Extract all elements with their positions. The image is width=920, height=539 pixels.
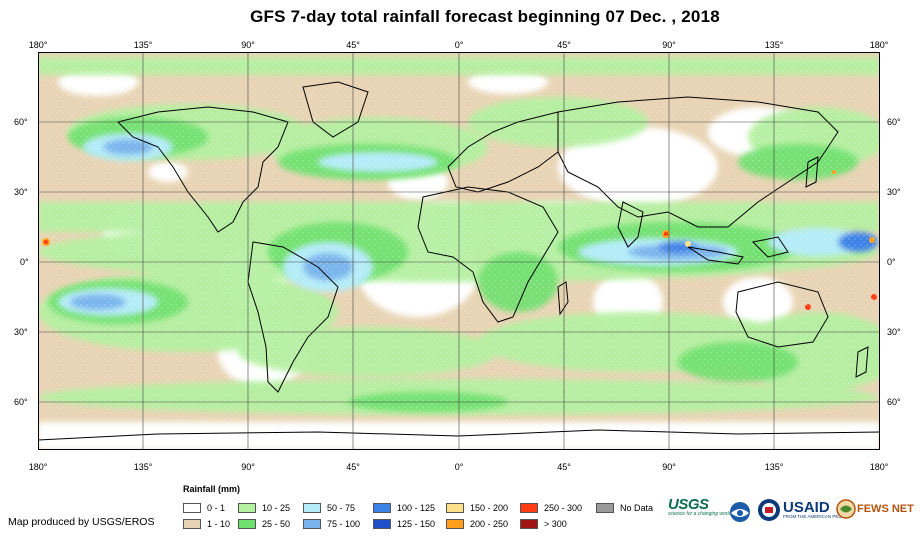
- lon-label-bottom: 90°: [662, 462, 676, 472]
- lon-label-top: 180°: [869, 40, 889, 50]
- usgs-logo: USGS science for a changing world: [668, 497, 731, 517]
- legend-item: 75 - 100: [303, 518, 360, 529]
- legend-label: 125 - 150: [397, 518, 436, 529]
- usgs-tagline: science for a changing world: [668, 511, 732, 517]
- legend-item: 150 - 200: [446, 502, 508, 513]
- legend-swatch: [303, 518, 321, 529]
- legend-item: 250 - 300: [520, 502, 582, 513]
- usaid-seal-icon: [758, 499, 780, 521]
- fews-globe-icon: [836, 499, 856, 519]
- legend-label: 250 - 300: [544, 502, 583, 513]
- legend-item: 0 - 1: [183, 502, 225, 513]
- fews-net-logo: FEWS NET: [836, 499, 914, 519]
- legend-swatch: [446, 502, 464, 513]
- lat-label-left: 0°: [20, 257, 29, 267]
- lon-label-bottom: 180°: [869, 462, 889, 472]
- legend-label: No Data: [620, 502, 654, 513]
- lat-label-left: 60°: [14, 397, 28, 407]
- noaa-icon: [730, 502, 750, 522]
- legend-swatch: [520, 518, 538, 529]
- lon-label-bottom: 135°: [133, 462, 153, 472]
- lon-label-top: 0°: [454, 40, 464, 50]
- continent-outlines: [38, 81, 880, 441]
- lon-label-top: 45°: [557, 40, 571, 50]
- lon-label-bottom: 135°: [764, 462, 784, 472]
- legend-label: 150 - 200: [470, 502, 509, 513]
- legend-item: 125 - 150: [373, 518, 435, 529]
- lat-label-right: 0°: [887, 257, 896, 267]
- lon-label-top: 45°: [346, 40, 360, 50]
- lat-label-left: 30°: [14, 187, 28, 197]
- legend-label: 10 - 25: [262, 502, 291, 513]
- lat-label-right: 60°: [887, 117, 901, 127]
- lon-label-top: 135°: [133, 40, 153, 50]
- lat-label-right: 30°: [887, 187, 901, 197]
- legend-label: 1 - 10: [207, 518, 231, 529]
- map-title: GFS 7-day total rainfall forecast beginn…: [250, 7, 720, 26]
- legend-item: > 300: [520, 518, 567, 529]
- legend-swatch: [183, 502, 201, 513]
- legend-item: 10 - 25: [238, 502, 290, 513]
- graticule: [38, 52, 880, 450]
- lat-label-left: 60°: [14, 117, 28, 127]
- legend-label: 75 - 100: [327, 518, 361, 529]
- lon-label-bottom: 0°: [454, 462, 464, 472]
- legend-label: 0 - 1: [207, 502, 226, 513]
- legend-label: > 300: [544, 518, 567, 529]
- noaa-logo: [729, 501, 751, 523]
- legend-label: 25 - 50: [262, 518, 291, 529]
- lon-label-top: 90°: [662, 40, 676, 50]
- lat-label-left: 30°: [14, 327, 28, 337]
- usaid-logo: USAID FROM THE AMERICAN PEOPLE: [757, 498, 850, 522]
- legend-swatch: [596, 502, 614, 513]
- legend-swatch: [183, 518, 201, 529]
- legend-item: 100 - 125: [373, 502, 435, 513]
- legend-swatch: [373, 518, 391, 529]
- legend-item: 50 - 75: [303, 502, 355, 513]
- map-credit: Map produced by USGS/EROS: [8, 516, 155, 528]
- lon-label-top: 135°: [764, 40, 784, 50]
- legend-item: 200 - 250: [446, 518, 508, 529]
- legend-item: 25 - 50: [238, 518, 290, 529]
- lon-label-bottom: 180°: [28, 462, 48, 472]
- legend-swatch: [446, 518, 464, 529]
- lon-label-top: 90°: [241, 40, 255, 50]
- legend-swatch: [373, 502, 391, 513]
- rainfall-map: [38, 52, 880, 450]
- lon-label-bottom: 45°: [346, 462, 360, 472]
- legend-label: 200 - 250: [470, 518, 509, 529]
- legend-item: 1 - 10: [183, 518, 230, 529]
- lon-label-bottom: 45°: [557, 462, 571, 472]
- usaid-wordmark: USAID: [783, 499, 830, 517]
- usgs-wordmark: USGS: [668, 496, 709, 513]
- legend-label: 100 - 125: [397, 502, 436, 513]
- usaid-tagline: FROM THE AMERICAN PEOPLE: [783, 514, 851, 520]
- map-frame: [38, 52, 880, 450]
- lat-label-right: 60°: [887, 397, 901, 407]
- lon-label-top: 180°: [28, 40, 48, 50]
- legend-swatch: [238, 502, 256, 513]
- fews-wordmark: FEWS NET: [857, 503, 914, 515]
- legend-swatch: [238, 518, 256, 529]
- legend-label: 50 - 75: [327, 502, 356, 513]
- lat-label-right: 30°: [887, 327, 901, 337]
- legend-swatch: [303, 502, 321, 513]
- legend-swatch: [520, 502, 538, 513]
- legend-title: Rainfall (mm): [183, 484, 241, 494]
- lon-label-bottom: 90°: [241, 462, 255, 472]
- legend-item: No Data: [596, 502, 653, 513]
